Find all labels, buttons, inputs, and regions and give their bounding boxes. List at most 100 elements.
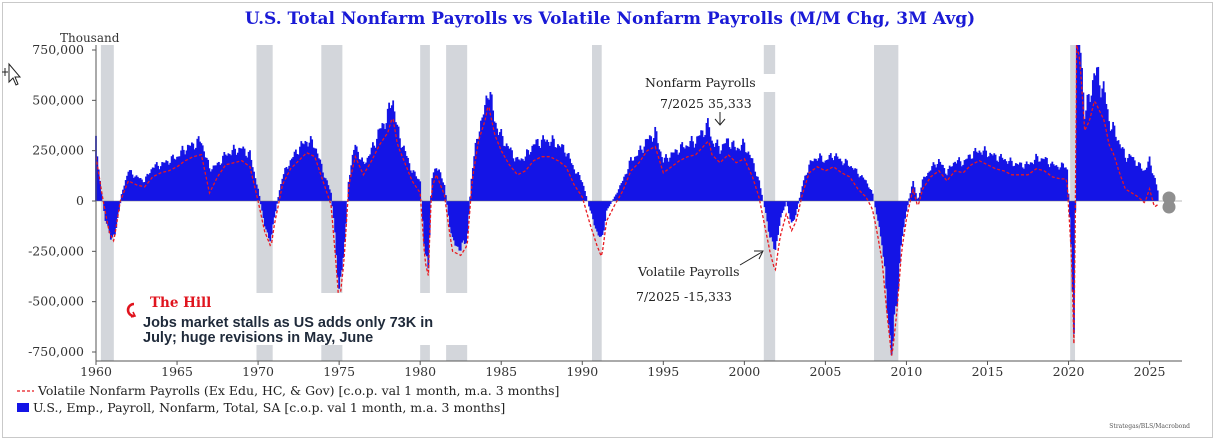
- payroll-bar: [1113, 125, 1116, 201]
- payroll-bar: [829, 153, 832, 201]
- payroll-bar: [1101, 88, 1104, 201]
- payroll-bar: [277, 197, 280, 201]
- payroll-bar: [180, 150, 182, 201]
- payroll-bar: [242, 146, 245, 201]
- payroll-bar: [902, 201, 905, 228]
- legend-swatch-total: [17, 403, 29, 412]
- payroll-bar: [852, 169, 855, 201]
- chart-title: U.S. Total Nonfarm Payrolls vs Volatile …: [245, 9, 975, 29]
- payroll-bar: [1125, 161, 1128, 201]
- payroll-bar: [1079, 52, 1082, 202]
- volatile-payrolls-line: [95, 44, 1159, 356]
- payroll-bar: [775, 201, 778, 242]
- payroll-bar: [444, 195, 447, 201]
- payroll-bar: [500, 129, 503, 201]
- payroll-bar: [390, 105, 393, 201]
- payroll-bar: [982, 150, 985, 201]
- payroll-bar: [261, 201, 264, 211]
- payroll-bar: [327, 185, 330, 201]
- payroll-bar: [936, 164, 939, 201]
- payroll-bar: [435, 168, 438, 201]
- payroll-bar: [889, 201, 892, 336]
- payroll-bar: [166, 161, 169, 201]
- payroll-bar: [411, 172, 413, 201]
- payroll-bar: [1001, 157, 1004, 201]
- payroll-bar: [682, 147, 685, 201]
- payroll-bar: [466, 201, 469, 234]
- payroll-bar: [924, 177, 927, 201]
- payroll-bar: [245, 155, 247, 201]
- payroll-bar: [817, 158, 820, 201]
- y-tick-label: -500,000: [28, 294, 84, 309]
- payroll-bar: [1085, 110, 1087, 201]
- payroll-bar: [467, 201, 470, 215]
- payroll-bar: [436, 170, 439, 201]
- payroll-bar: [278, 190, 281, 201]
- payroll-bar: [986, 157, 989, 201]
- payroll-bar: [516, 156, 519, 201]
- payroll-bar: [828, 154, 831, 201]
- payroll-bar: [482, 114, 485, 201]
- payroll-bar: [724, 143, 727, 201]
- x-tick-label: 1995: [647, 364, 679, 379]
- payroll-bar: [942, 164, 944, 201]
- payroll-bar: [134, 176, 137, 201]
- payroll-bar: [1043, 159, 1046, 201]
- payroll-bar: [412, 170, 415, 201]
- payroll-bar: [1093, 73, 1096, 201]
- payroll-bar: [670, 152, 673, 201]
- payroll-bar: [238, 147, 241, 201]
- payroll-bar: [617, 189, 620, 201]
- payroll-bar: [1021, 167, 1024, 201]
- axes: -750,000 -500,000 -250,000 0 250,000 500,000 7…: [28, 42, 1182, 379]
- payroll-bar: [308, 142, 311, 201]
- payroll-bar: [527, 150, 530, 201]
- payroll-bar: [975, 151, 978, 201]
- payroll-bar: [1089, 101, 1092, 201]
- payroll-bar: [931, 166, 934, 201]
- payroll-bar: [991, 155, 994, 201]
- payroll-bar: [470, 178, 473, 201]
- payroll-bar: [1077, 45, 1079, 201]
- payroll-bar: [956, 160, 959, 201]
- x-tick-label: 2010: [891, 364, 923, 379]
- payroll-bar: [700, 130, 703, 201]
- payroll-bar: [338, 201, 341, 289]
- payroll-bar: [373, 145, 376, 201]
- volatile-annotation-arrow: [739, 250, 764, 266]
- payroll-bar: [883, 201, 886, 267]
- payroll-bar: [690, 136, 693, 201]
- payroll-bar: [669, 157, 671, 201]
- payroll-bar: [485, 95, 488, 201]
- payroll-bar: [513, 161, 516, 201]
- payroll-bar: [492, 110, 495, 201]
- payroll-bar: [385, 123, 388, 201]
- payroll-bar: [1020, 162, 1023, 201]
- payroll-bar: [1017, 164, 1020, 201]
- payroll-bar: [434, 168, 436, 201]
- payroll-bar: [1064, 167, 1067, 201]
- payroll-bar: [716, 139, 719, 201]
- payroll-bar: [628, 160, 631, 201]
- payroll-bar: [1037, 161, 1040, 201]
- payroll-bar: [423, 201, 426, 244]
- payroll-bar: [115, 201, 118, 228]
- payroll-bar: [721, 144, 724, 201]
- payroll-bar: [1124, 157, 1127, 201]
- y-tick-label: 750,000: [32, 42, 84, 57]
- payroll-bar: [145, 176, 147, 201]
- payroll-bar: [661, 157, 663, 201]
- payroll-bar: [462, 201, 465, 241]
- payroll-bar: [561, 144, 563, 201]
- payroll-bar: [461, 201, 463, 243]
- payroll-bar: [543, 139, 546, 201]
- x-tick-label: 2020: [1053, 364, 1085, 379]
- payroll-bar: [1137, 162, 1140, 201]
- payroll-bar: [875, 201, 878, 215]
- payroll-bar: [494, 122, 497, 201]
- payroll-bar: [1051, 161, 1054, 201]
- payroll-bar: [621, 180, 624, 201]
- payroll-bar: [1013, 165, 1016, 201]
- payroll-bar: [290, 158, 293, 201]
- payroll-bar: [150, 169, 153, 201]
